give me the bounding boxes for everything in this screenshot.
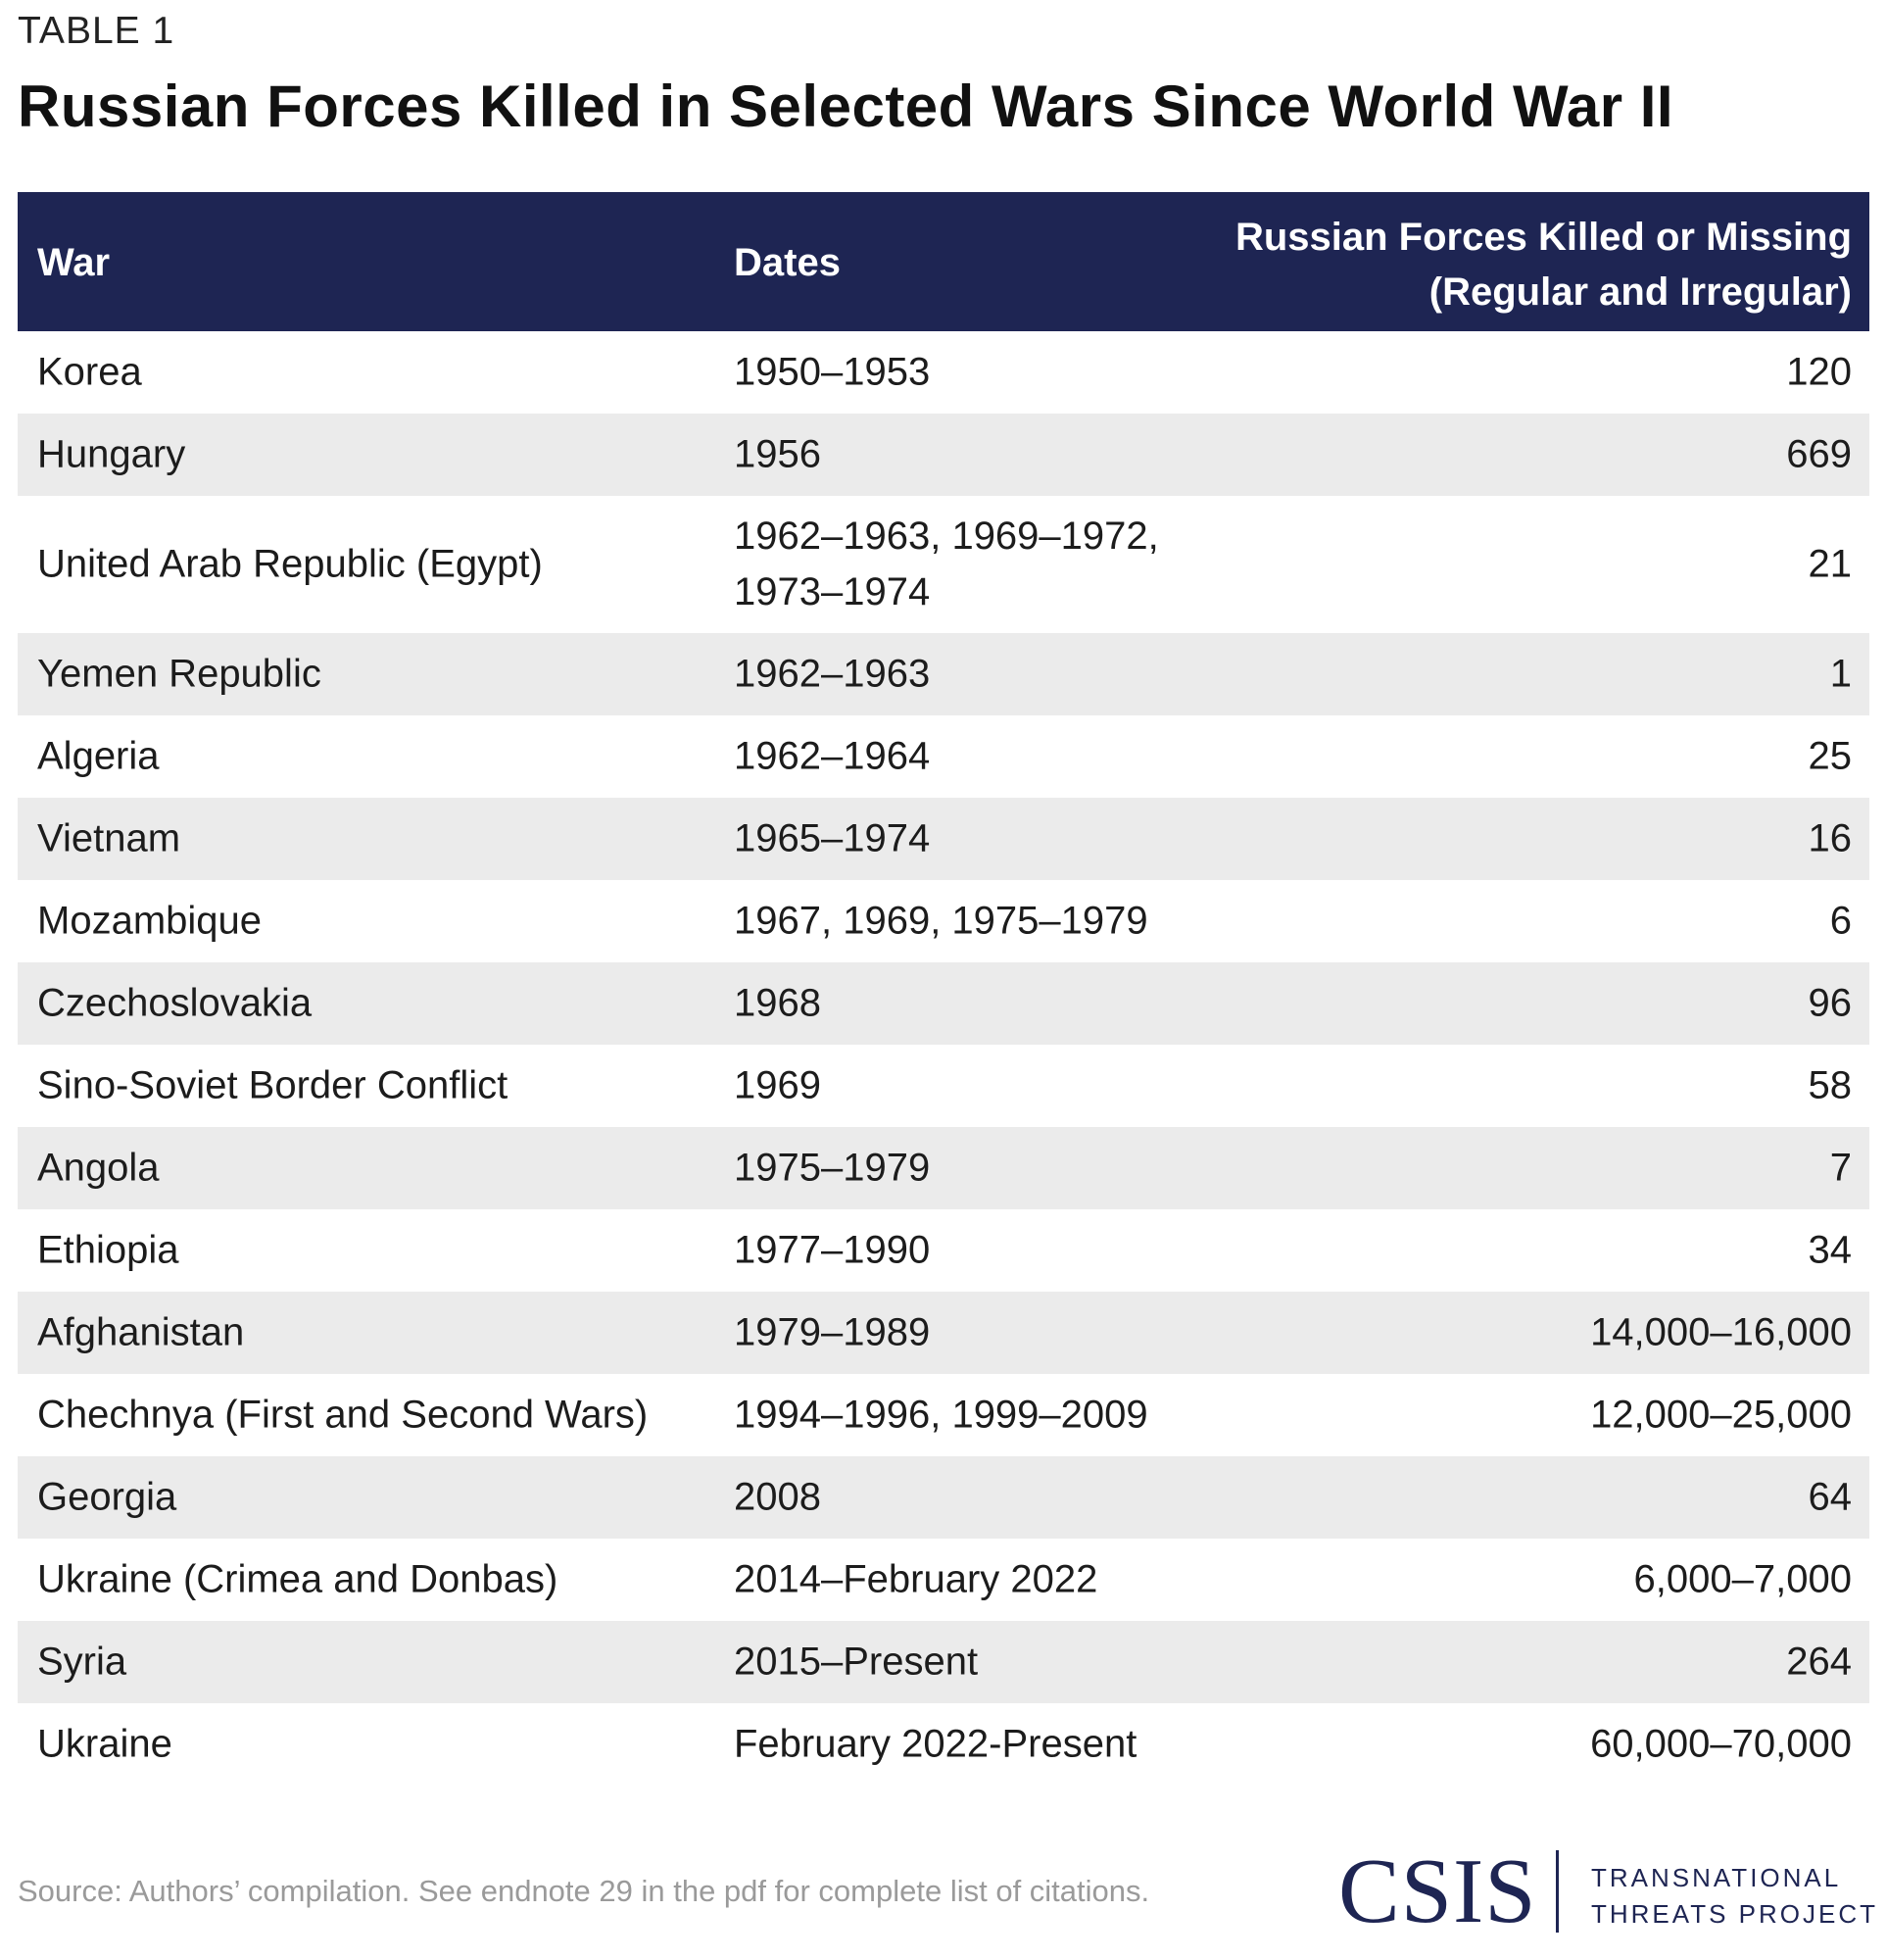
cell-war: Korea [37,350,142,394]
cell-dates: 1962–1963, 1969–1972, 1973–1974 [734,509,1159,620]
cell-killed: 12,000–25,000 [1590,1393,1852,1437]
cell-dates: 1969 [734,1063,821,1107]
cell-war: Yemen Republic [37,652,321,696]
logo-subtitle: TRANSNATIONAL THREATS PROJECT [1591,1860,1878,1933]
table-header: War Dates Russian Forces Killed or Missi… [18,192,1869,331]
cell-killed: 21 [1808,542,1853,586]
cell-war: Afghanistan [37,1310,245,1354]
cell-dates: 2015–Present [734,1640,979,1684]
cell-killed: 58 [1808,1063,1853,1107]
cell-killed: 264 [1786,1640,1852,1684]
table-row: Ethiopia 1977–1990 34 [18,1209,1869,1292]
cell-dates: 1994–1996, 1999–2009 [734,1393,1148,1437]
logo-wordmark: CSIS [1338,1840,1537,1942]
table-row: Sino-Soviet Border Conflict 1969 58 [18,1045,1869,1127]
cell-war: Ethiopia [37,1228,179,1272]
cell-dates: 1968 [734,981,821,1025]
logo-subtitle-line2: THREATS PROJECT [1591,1899,1878,1929]
cell-killed: 16 [1808,816,1853,860]
cell-war: Hungary [37,432,186,476]
table-row: Syria 2015–Present 264 [18,1621,1869,1703]
cell-killed: 1 [1829,652,1852,696]
table-row: Hungary 1956 669 [18,414,1869,496]
header-dates: Dates [734,241,841,284]
cell-war: Sino-Soviet Border Conflict [37,1063,508,1107]
cell-war: Syria [37,1640,127,1684]
cell-dates: February 2022-Present [734,1722,1137,1766]
table-row: Afghanistan 1979–1989 14,000–16,000 [18,1292,1869,1374]
logo-subtitle-line1: TRANSNATIONAL [1591,1863,1842,1892]
header-war: War [37,241,111,284]
table-row: Ukraine February 2022-Present 60,000–70,… [18,1703,1869,1786]
casualties-table: War Dates Russian Forces Killed or Missi… [18,192,1869,1786]
cell-war: Angola [37,1146,160,1190]
table-row: Algeria 1962–1964 25 [18,715,1869,798]
cell-dates: 1967, 1969, 1975–1979 [734,899,1148,943]
cell-killed: 669 [1786,432,1852,476]
cell-war: Vietnam [37,816,181,860]
cell-killed: 34 [1808,1228,1853,1272]
cell-dates: 1979–1989 [734,1310,931,1354]
table-row: Georgia 2008 64 [18,1456,1869,1539]
csis-logo: CSIS TRANSNATIONAL THREATS PROJECT [1338,1840,1875,1942]
cell-dates: 1975–1979 [734,1146,931,1190]
cell-war: United Arab Republic (Egypt) [37,542,543,586]
cell-war: Georgia [37,1475,177,1519]
cell-dates: 1962–1964 [734,734,931,778]
cell-killed: 14,000–16,000 [1590,1310,1852,1354]
header-killed-line2: (Regular and Irregular) [1428,270,1852,314]
page-title: Russian Forces Killed in Selected Wars S… [18,74,1674,139]
cell-dates: 1956 [734,432,821,476]
logo-divider [1556,1850,1559,1933]
cell-dates: 1977–1990 [734,1228,931,1272]
cell-war: Ukraine [37,1722,172,1766]
cell-dates: 1962–1963 [734,652,931,696]
cell-war: Czechoslovakia [37,981,313,1025]
cell-killed: 7 [1829,1146,1852,1190]
table-row: Yemen Republic 1962–1963 1 [18,633,1869,715]
cell-dates: 2014–February 2022 [734,1557,1098,1601]
header-killed-line1: Russian Forces Killed or Missing [1234,216,1852,259]
table-row: Czechoslovakia 1968 96 [18,962,1869,1045]
cell-dates: 1950–1953 [734,350,931,394]
source-note: Source: Authors’ compilation. See endnot… [18,1874,1150,1908]
cell-dates: 2008 [734,1475,821,1519]
cell-killed: 6 [1829,899,1852,943]
cell-killed: 120 [1786,350,1852,394]
table-row: Ukraine (Crimea and Donbas) 2014–Februar… [18,1539,1869,1621]
cell-war: Algeria [37,734,160,778]
cell-killed: 60,000–70,000 [1590,1722,1852,1766]
table-row: Mozambique 1967, 1969, 1975–1979 6 [18,880,1869,962]
table-row: United Arab Republic (Egypt) 1962–1963, … [18,496,1869,633]
table-row: Korea 1950–1953 120 [18,331,1869,414]
cell-killed: 96 [1808,981,1853,1025]
cell-war: Chechnya (First and Second Wars) [37,1393,649,1437]
cell-dates: 1965–1974 [734,816,931,860]
cell-killed: 6,000–7,000 [1633,1557,1852,1601]
cell-dates-line2: 1973–1974 [734,570,931,613]
cell-dates-line1: 1962–1963, 1969–1972, [734,514,1159,558]
table-label: TABLE 1 [18,10,175,52]
cell-war: Mozambique [37,899,263,943]
table-row: Vietnam 1965–1974 16 [18,798,1869,880]
cell-killed: 25 [1808,734,1853,778]
table-row: Angola 1975–1979 7 [18,1127,1869,1209]
table-row: Chechnya (First and Second Wars) 1994–19… [18,1374,1869,1456]
cell-killed: 64 [1808,1475,1853,1519]
header-killed: Russian Forces Killed or Missing (Regula… [1235,210,1852,319]
cell-war: Ukraine (Crimea and Donbas) [37,1557,558,1601]
